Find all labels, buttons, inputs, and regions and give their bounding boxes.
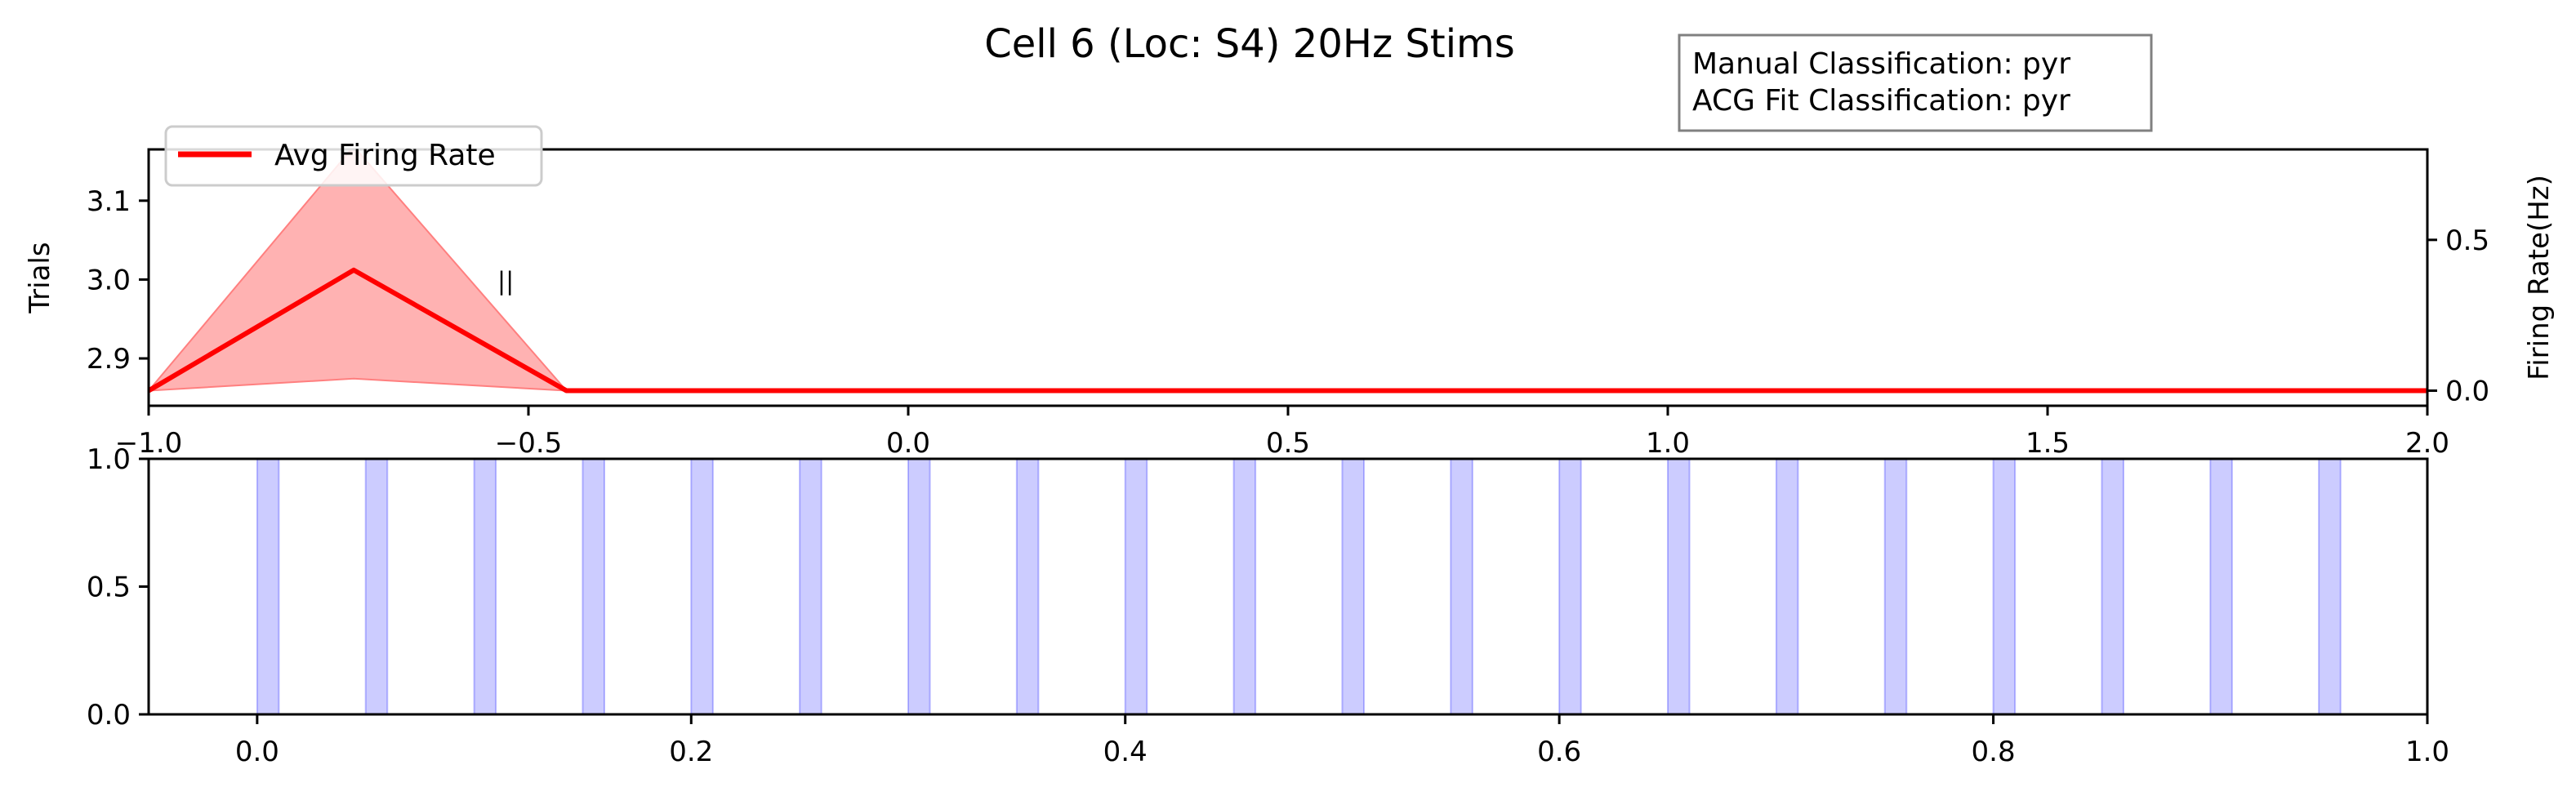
top-x-tick-label: −0.5 (495, 427, 563, 460)
stim-pulse-bar (473, 458, 497, 715)
stim-pulse-bar (256, 458, 280, 715)
top-x-tick-label: 1.0 (1646, 427, 1690, 460)
stim-pulse-bar (1341, 458, 1366, 715)
legend-label-avg-firing-rate: Avg Firing Rate (274, 139, 496, 172)
stim-pulse-bar (1450, 458, 1473, 715)
top-left-y-tick-label: 2.9 (87, 343, 131, 376)
stim-pulse-bar (1558, 458, 1582, 715)
bottom-x-tick-label: 0.8 (1972, 736, 2016, 768)
stim-pulse-bar (2209, 458, 2233, 715)
top-left-y-tick-label: 3.0 (87, 264, 131, 296)
top-x-tick-label: 1.5 (2026, 427, 2070, 460)
top-x-tick-label: 2.0 (2405, 427, 2449, 460)
bottom-x-tick-label: 0.2 (669, 736, 713, 768)
top-left-y-axis: 2.9 3.0 3.1 (87, 185, 149, 376)
bottom-x-tick-label: 0.6 (1537, 736, 1581, 768)
top-x-tick-label: −1.0 (115, 427, 183, 460)
bottom-y-tick-label: 0.0 (87, 699, 131, 732)
top-right-y-axis: 0.0 0.5 (2427, 225, 2489, 408)
stim-pulse-bar (582, 458, 606, 715)
stim-pulse-bar (364, 458, 389, 715)
legend: Avg Firing Rate (164, 125, 543, 187)
top-x-axis: −1.0 −0.5 0.0 0.5 1.0 1.5 2.0 (115, 406, 2449, 460)
top-left-y-tick-label: 3.1 (87, 185, 131, 218)
stim-pulse-bar (690, 458, 714, 715)
stim-pulse-bar (1667, 458, 1691, 715)
stim-pulse-bar (799, 458, 822, 715)
stim-pulse-bar (2101, 458, 2124, 715)
info-box-frame (1678, 33, 2153, 132)
stim-pulse-bar (2318, 458, 2342, 715)
info-box: Manual Classification: pyr ACG Fit Class… (1678, 33, 2153, 132)
bottom-y-axis: 0.0 0.5 1.0 (87, 443, 149, 732)
bottom-x-tick-label: 1.0 (2405, 736, 2449, 768)
stim-pulse-bar (1015, 458, 1040, 715)
spike-raster-mark: || (497, 267, 514, 296)
bottom-x-tick-label: 0.0 (235, 736, 279, 768)
top-panel: || −1.0 −0.5 0.0 0.5 1.0 1.5 2.0 2.9 3.0 3.1 0.0… (24, 125, 2556, 460)
stim-pulse-bar (1992, 458, 2017, 715)
left-y-axis-title: Trials (24, 242, 56, 314)
stim-pulse-bar (1775, 458, 1799, 715)
right-y-axis-title: Firing Rate(Hz) (2523, 175, 2556, 380)
stim-pulse-bar (1232, 458, 1257, 715)
avg-firing-rate-line (149, 267, 2427, 394)
bottom-plot-area (256, 458, 2342, 715)
bottom-panel: 0.0 0.2 0.4 0.6 0.8 1.0 0.0 0.5 1.0 (87, 443, 2449, 768)
bottom-y-tick-label: 0.5 (87, 571, 131, 604)
stim-pulse-bar (1124, 458, 1148, 715)
bottom-x-tick-label: 0.4 (1103, 736, 1148, 768)
top-right-y-tick-label: 0.5 (2445, 225, 2489, 257)
top-x-tick-label: 0.5 (1266, 427, 1310, 460)
top-right-y-tick-label: 0.0 (2445, 376, 2489, 408)
stim-pulse-bar (1883, 458, 1908, 715)
legend-frame (164, 125, 543, 187)
bottom-x-axis: 0.0 0.2 0.4 0.6 0.8 1.0 (235, 714, 2449, 768)
acg-classification-text: ACG Fit Classification: pyr (1692, 84, 2070, 118)
chart-title: Cell 6 (Loc: S4) 20Hz Stims (984, 21, 1515, 67)
bottom-y-tick-label: 1.0 (87, 443, 131, 476)
manual-classification-text: Manual Classification: pyr (1692, 47, 2070, 81)
stim-pulse-bar (907, 458, 931, 715)
top-x-tick-label: 0.0 (886, 427, 930, 460)
